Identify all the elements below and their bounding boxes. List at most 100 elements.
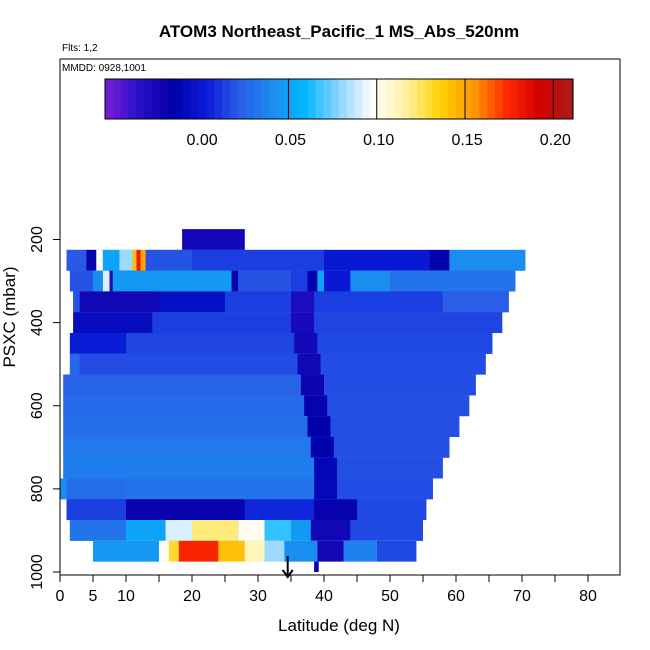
colorbar-swatch	[144, 79, 153, 119]
heatmap-cell	[159, 540, 169, 562]
colorbar-swatch	[409, 79, 418, 119]
heatmap-cell	[165, 520, 192, 541]
x-tick-label: 20	[183, 588, 201, 605]
heatmap-cell	[314, 499, 357, 521]
heatmap-cell	[69, 333, 126, 354]
colorbar-swatch	[479, 79, 488, 119]
heatmap-cell	[63, 416, 308, 437]
colorbar-swatch	[393, 79, 402, 119]
heatmap-cell	[93, 270, 103, 292]
colorbar-swatch	[190, 79, 200, 119]
colorbar-swatch	[253, 79, 262, 119]
heatmap-cell	[333, 436, 450, 458]
colorbar-swatch	[167, 79, 176, 119]
heatmap-cell	[66, 478, 126, 500]
colorbar-swatch	[378, 79, 387, 119]
y-tick-label: 400	[29, 309, 46, 336]
colorbar-swatch	[151, 79, 161, 119]
heatmap-cell	[300, 374, 324, 396]
x-tick-label: 5	[89, 588, 98, 605]
heatmap-cell	[102, 249, 120, 271]
arrow-head	[281, 569, 294, 579]
colorbar-swatch	[276, 79, 285, 119]
colorbar-swatch	[214, 79, 223, 119]
colorbar-swatch	[128, 79, 137, 119]
heatmap-cell	[317, 270, 324, 292]
colorbar-tick-label: 0.00	[187, 132, 218, 149]
heatmap-cell	[327, 395, 470, 417]
heatmap-cell	[244, 540, 265, 562]
heatmap-cell	[244, 499, 315, 521]
x-tick-label: 50	[381, 588, 399, 605]
colorbar-swatch	[510, 79, 519, 119]
plot-frame	[59, 58, 621, 576]
heatmap-cell	[66, 499, 126, 521]
heatmap-cell	[178, 540, 219, 562]
heatmap-cell	[225, 291, 291, 313]
heatmap-cell	[304, 395, 328, 417]
heatmap-cell	[317, 540, 344, 562]
colorbar-swatch	[331, 79, 340, 119]
flights-note: Flts: 1,2	[62, 43, 98, 54]
x-tick-label: 60	[447, 588, 465, 605]
colorbar-swatch	[346, 79, 356, 119]
x-tick-label: 30	[249, 588, 267, 605]
heatmap-cell	[337, 457, 443, 479]
colorbar-swatch	[323, 79, 332, 119]
colorbar-swatch	[424, 79, 434, 119]
colorbar-swatch	[526, 79, 535, 119]
x-tick-label: 70	[513, 588, 531, 605]
heatmap-cell	[310, 436, 334, 458]
colorbar-swatch	[456, 79, 465, 119]
heatmap-cell	[324, 270, 351, 292]
colorbar-swatch	[534, 79, 543, 119]
y-axis-label: PSXC (mbar)	[0, 266, 19, 367]
colorbar-swatch	[268, 79, 278, 119]
colorbar-swatch	[495, 79, 504, 119]
heatmap-cell	[317, 333, 493, 354]
colorbar-tick-label: 0.05	[275, 132, 306, 149]
heatmap-cell	[231, 270, 239, 292]
colorbar-swatch	[159, 79, 168, 119]
heatmap-cell	[73, 291, 80, 313]
heatmap-cell	[314, 291, 443, 313]
colorbar-swatch	[354, 79, 363, 119]
heatmap-cell	[60, 478, 67, 500]
heatmap-cell	[192, 520, 239, 541]
chart-title: ATOM3 Northeast_Pacific_1 MS_Abs_520nm	[159, 22, 519, 41]
heatmap-cell	[310, 520, 351, 541]
colorbar-swatch	[198, 79, 207, 119]
colorbar-swatch	[417, 79, 426, 119]
heatmap-cell	[63, 395, 305, 417]
heatmap-cell	[93, 540, 159, 562]
colorbar-swatch	[245, 79, 254, 119]
heatmap-cell	[343, 540, 377, 562]
heatmap-cell	[79, 353, 298, 375]
colorbar-swatch	[362, 79, 371, 119]
heatmap-cell	[69, 353, 80, 375]
heatmap-cell	[357, 499, 427, 521]
heatmap-cell	[264, 520, 291, 541]
heatmap-cell	[73, 312, 153, 334]
heatmap-cell	[324, 249, 430, 271]
colorbar-swatch	[502, 79, 512, 119]
heatmap-cell	[307, 270, 318, 292]
colorbar	[104, 78, 574, 120]
heatmap-cell	[314, 457, 338, 479]
heatmap-cell	[109, 270, 113, 292]
colorbar-swatch	[120, 79, 129, 119]
heatmap-cell	[324, 374, 476, 396]
heatmap-cell	[63, 436, 311, 458]
date-note: MMDD: 0928,1001	[62, 63, 146, 74]
heatmap-cell	[119, 249, 133, 271]
heatmap-cell	[350, 270, 390, 292]
x-tick-label: 40	[315, 588, 333, 605]
heatmap-cell	[350, 520, 423, 541]
colorbar-swatch	[463, 79, 473, 119]
colorbar-swatch	[448, 79, 457, 119]
colorbar-swatch	[471, 79, 480, 119]
colorbar-swatch	[136, 79, 145, 119]
heatmap-cell	[330, 416, 460, 437]
colorbar-swatch	[541, 79, 551, 119]
